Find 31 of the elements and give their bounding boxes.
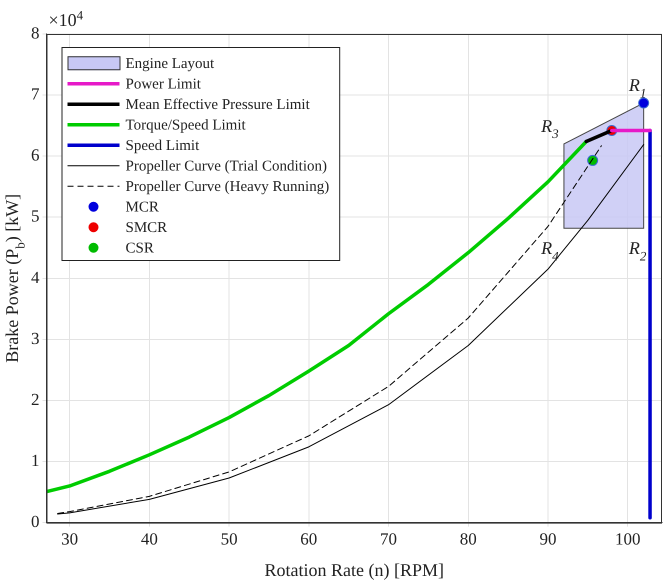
y-axis-title: Brake Power (Pb) [kW]: [2, 194, 28, 363]
y-tick-label: 4: [31, 268, 40, 287]
y-tick-label: 5: [31, 206, 40, 226]
point: [587, 154, 598, 166]
y-tick-label: 7: [31, 84, 40, 104]
y-tick-label: 8: [31, 23, 40, 42]
legend-label: Speed Limit: [126, 138, 200, 154]
legend-label: Propeller Curve (Trial Condition): [126, 158, 328, 175]
legend-label: Propeller Curve (Heavy Running): [126, 179, 330, 196]
legend-label: Mean Effective Pressure Limit: [126, 97, 311, 114]
x-tick-label: 90: [539, 529, 556, 548]
legend-label: Power Limit: [126, 76, 202, 93]
x-tick-label: 70: [380, 529, 398, 548]
legend-label: SMCR: [126, 220, 168, 236]
legend-label: Engine Layout: [126, 56, 216, 72]
legend-label: Torque/Speed Limit: [126, 118, 247, 134]
x-tick-label: 50: [220, 529, 238, 548]
y-tick-label: 6: [31, 146, 40, 165]
x-tick-label: 100: [614, 529, 640, 548]
y-tick-label: 3: [31, 328, 40, 348]
x-tick-label: 30: [61, 529, 78, 548]
x-tick-label: 60: [300, 529, 318, 548]
legend-label: CSR: [126, 240, 154, 257]
y-tick-label: 2: [31, 390, 40, 409]
point: [638, 98, 650, 109]
x-tick-label: 40: [140, 529, 158, 548]
x-tick-label: 80: [460, 529, 477, 548]
x-axis-title: Rotation Rate (n) [RPM]: [264, 560, 444, 580]
y-tick-label: 0: [31, 512, 40, 532]
legend-label: MCR: [126, 200, 159, 216]
y-tick-label: 1: [31, 450, 40, 470]
